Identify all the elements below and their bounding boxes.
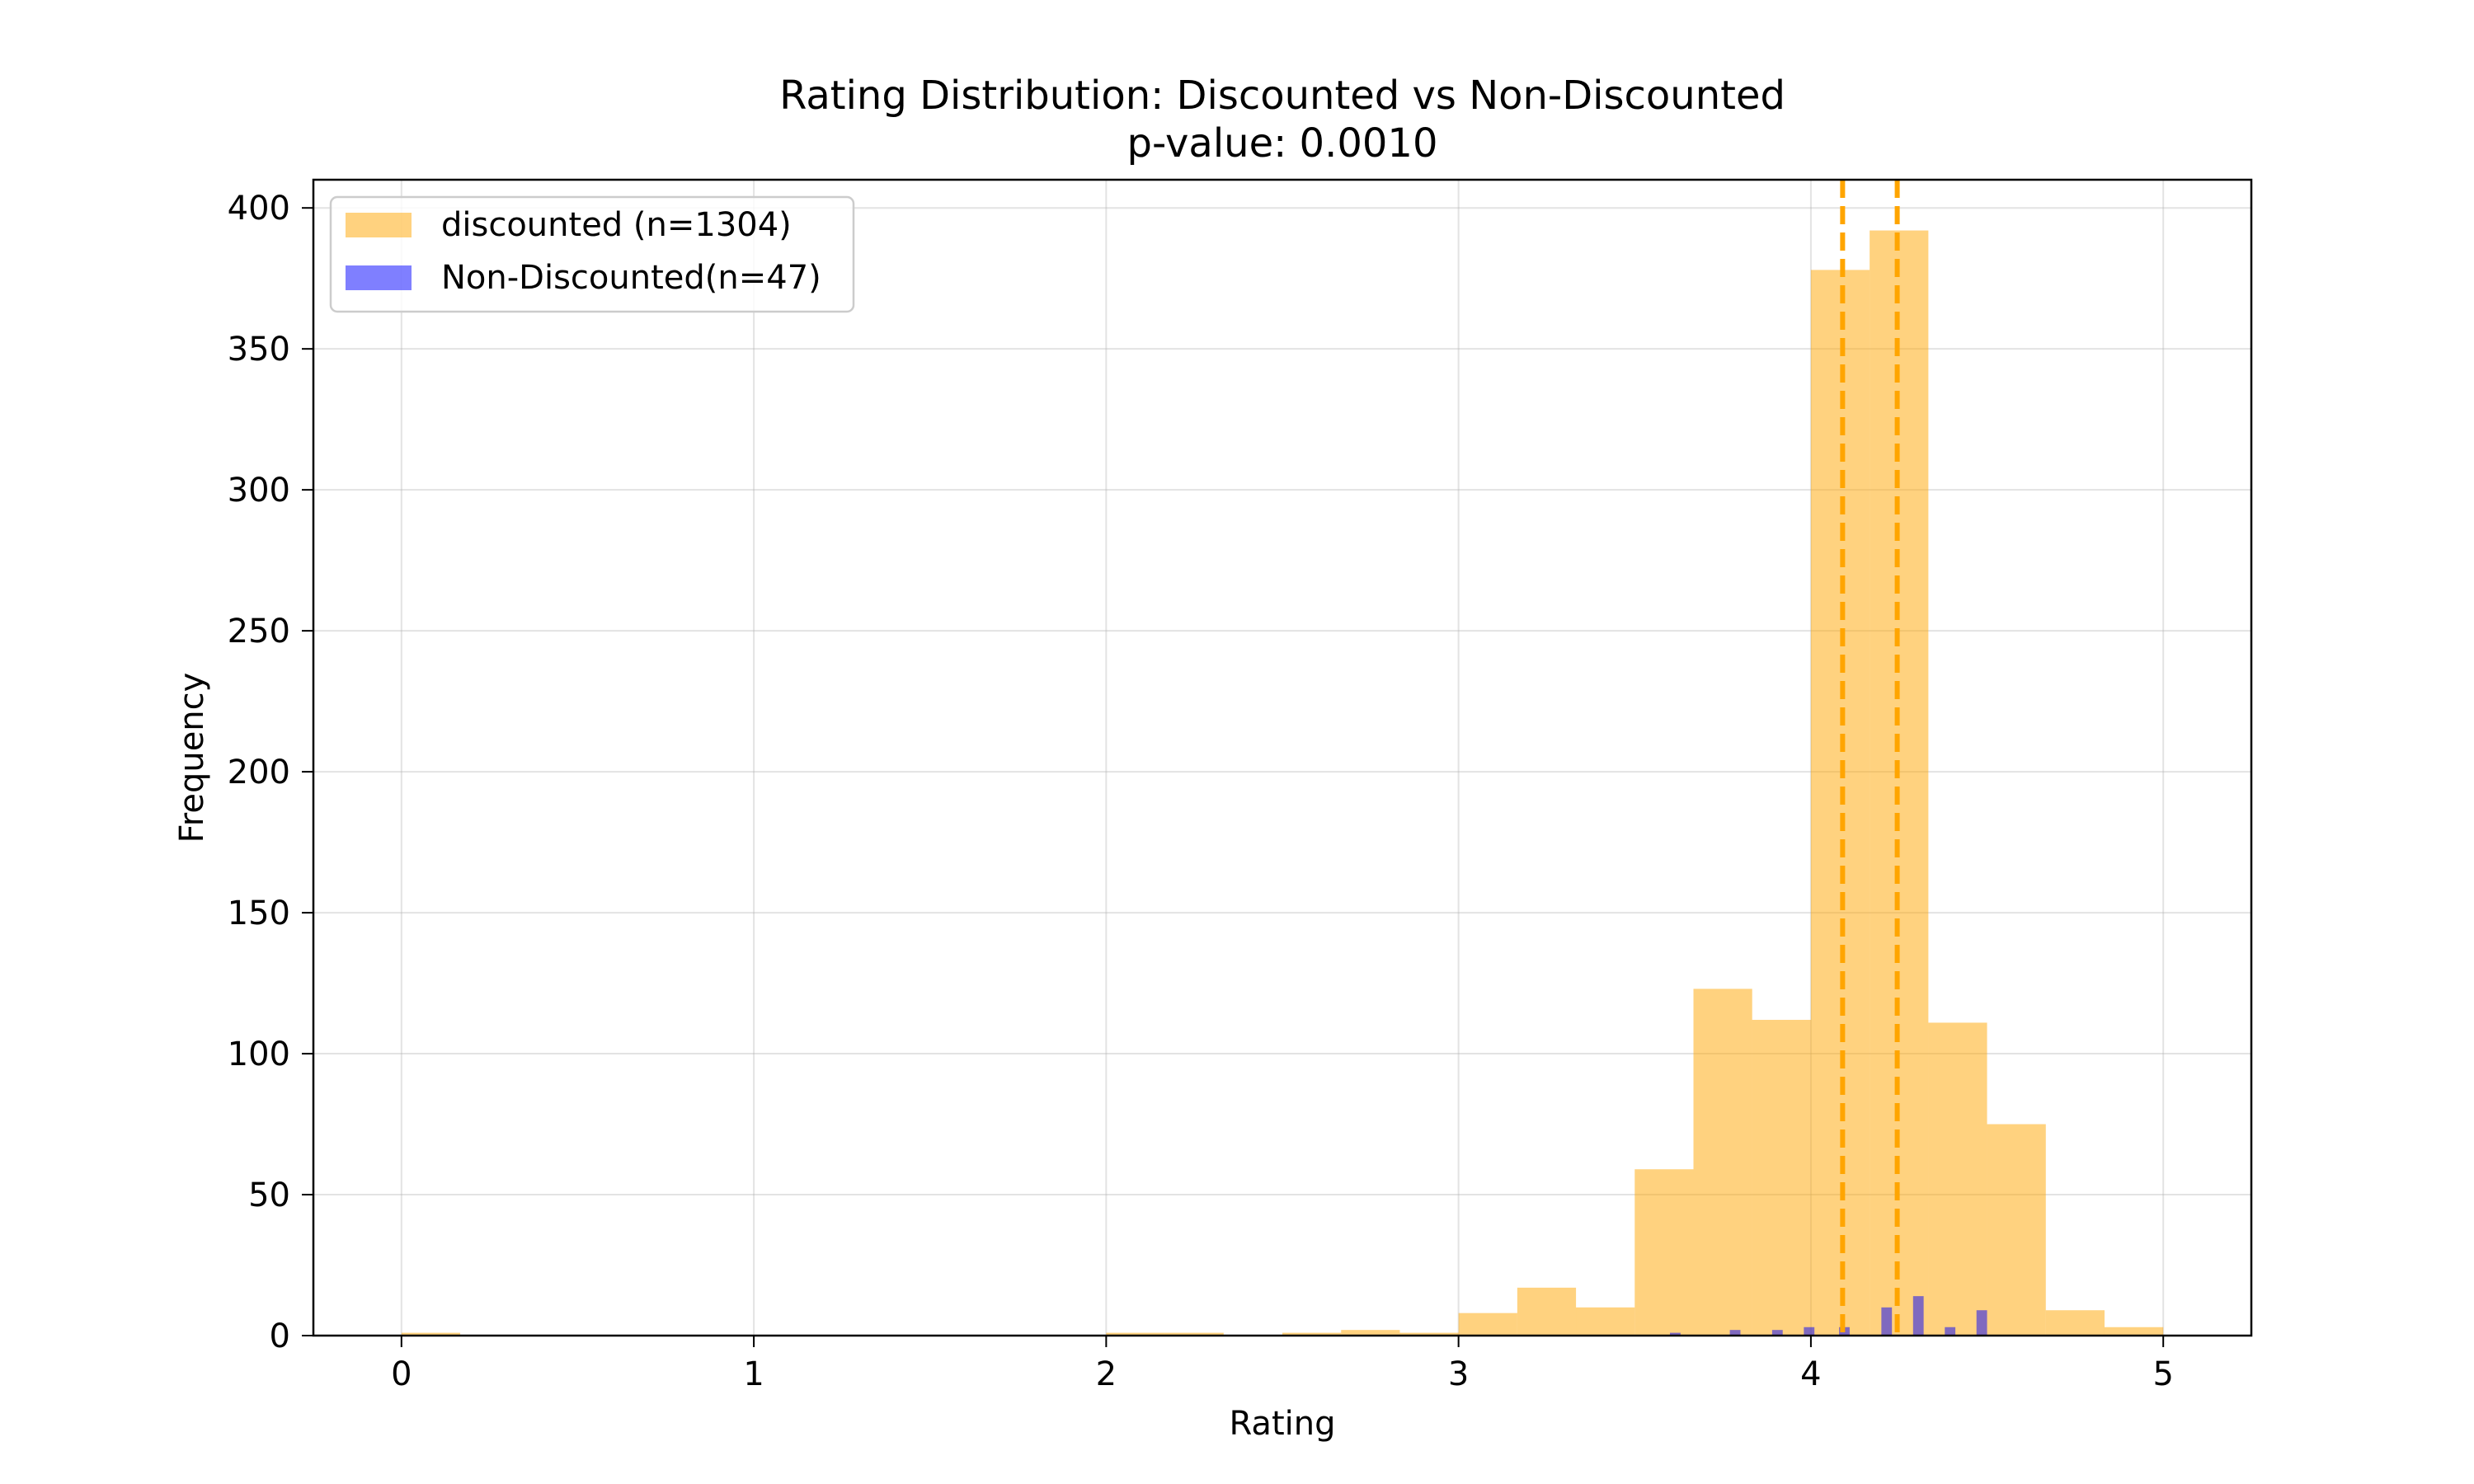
bar-discounted [1341, 1330, 1400, 1336]
x-axis-ticks: 0 1 2 3 4 5 [391, 1336, 2174, 1393]
y-tick-label: 400 [228, 190, 290, 228]
chart-title: Rating Distribution: Discounted vs Non-D… [779, 73, 1785, 119]
y-axis-label: Frequency [173, 673, 211, 843]
bar-discounted [1106, 1332, 1165, 1336]
bar-non-discounted [1912, 1296, 1924, 1336]
bar-discounted [2104, 1327, 2164, 1336]
bar-non-discounted [1945, 1327, 1956, 1336]
y-tick-label: 0 [270, 1317, 290, 1355]
bar-discounted [1752, 1020, 1811, 1336]
x-tick-label: 2 [1096, 1355, 1117, 1393]
y-tick-label: 200 [228, 754, 290, 791]
bar-discounted [1164, 1332, 1224, 1336]
x-tick-label: 4 [1800, 1355, 1821, 1393]
legend-box [329, 195, 855, 313]
y-tick-label: 150 [228, 895, 290, 932]
bar-discounted [1987, 1124, 2046, 1336]
y-tick-label: 350 [228, 331, 290, 369]
legend-label-discounted: discounted (n=1304) [441, 206, 792, 244]
x-tick-label: 3 [1448, 1355, 1469, 1393]
bar-discounted [1576, 1307, 1635, 1336]
plot-frame [312, 178, 2253, 1337]
bar-discounted [1282, 1332, 1342, 1336]
legend-label-non-discounted: Non-Discounted(n=47) [441, 259, 821, 297]
chart-subtitle: p-value: 0.0010 [1127, 120, 1438, 167]
bar-non-discounted [1976, 1310, 1987, 1336]
y-tick-label: 300 [228, 472, 290, 510]
bar-discounted [1634, 1169, 1694, 1336]
bar-discounted [1693, 989, 1752, 1336]
legend-swatch-discounted [346, 213, 412, 237]
bar-non-discounted [1881, 1307, 1893, 1336]
legend: discounted (n=1304) Non-Discounted(n=47) [329, 195, 855, 313]
y-axis-ticks: 0 50 100 150 200 250 300 350 400 [228, 190, 313, 1355]
bar-discounted [1870, 230, 1929, 1336]
y-tick-label: 100 [228, 1036, 290, 1073]
x-tick-label: 0 [391, 1355, 412, 1393]
bar-non-discounted [1670, 1332, 1681, 1336]
x-tick-label: 1 [743, 1355, 764, 1393]
x-tick-label: 5 [2152, 1355, 2173, 1393]
mean-lines [1840, 180, 1900, 1336]
bar-discounted [1458, 1313, 1517, 1336]
bar-discounted [1399, 1332, 1459, 1336]
bar-discounted [1928, 1022, 1987, 1336]
bar-non-discounted [1771, 1330, 1783, 1336]
bar-discounted [1517, 1287, 1577, 1336]
bar-discounted [2045, 1310, 2105, 1336]
bar-non-discounted [1804, 1327, 1815, 1336]
y-tick-label: 250 [228, 613, 290, 650]
bar-non-discounted [1729, 1330, 1741, 1336]
bar-discounted [401, 1332, 461, 1336]
x-axis-label: Rating [1230, 1405, 1336, 1443]
legend-swatch-non-discounted [346, 265, 412, 290]
y-tick-label: 50 [248, 1176, 290, 1214]
